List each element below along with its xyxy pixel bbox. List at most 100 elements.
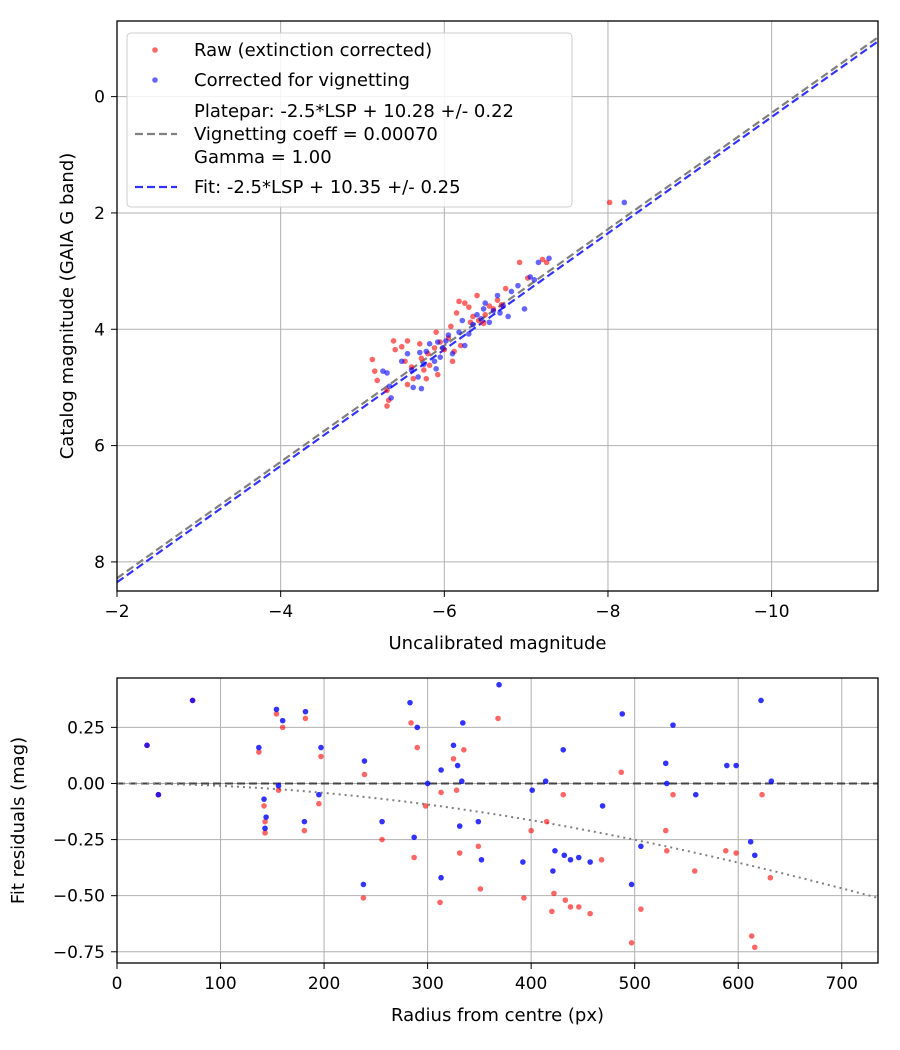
bottom-raw-point (475, 843, 482, 850)
top-x-tick-label: −4 (268, 602, 293, 622)
bottom-raw-point (495, 715, 501, 722)
top-corrected-point (531, 277, 538, 283)
top-x-tick-label: −8 (595, 602, 620, 622)
bottom-corrected-point (529, 787, 535, 794)
top-raw-point (449, 358, 456, 365)
top-raw-point (539, 256, 546, 263)
bottom-corrected-point (261, 796, 267, 802)
bottom-raw-point (551, 890, 557, 897)
bottom-x-ticks: 0 100 200 300 400 500 600 700 (112, 963, 858, 994)
bottom-corrected-point (279, 717, 286, 724)
top-corrected-point (527, 274, 534, 280)
top-y-axis-label: Catalog magnitude (GAIA G band) (57, 153, 78, 460)
top-raw-point (502, 285, 509, 292)
legend-platepar-line-3: Gamma = 1.00 (194, 147, 332, 168)
bottom-corrected-point (747, 839, 754, 845)
bottom-raw-point (302, 715, 309, 722)
bottom-corrected-point (318, 744, 324, 751)
top-raw-point (457, 342, 464, 349)
top-x-tick-label: −2 (104, 602, 129, 622)
top-corrected-point (386, 383, 393, 390)
bottom-raw-point (767, 874, 774, 881)
top-raw-point (456, 298, 462, 305)
top-corrected-point (421, 361, 427, 367)
top-corrected-point (546, 255, 552, 262)
bottom-corrected-point (454, 762, 461, 769)
top-corrected-point (449, 350, 456, 357)
top-corrected-point (388, 395, 394, 401)
bottom-raw-point (262, 830, 268, 836)
top-raw-point (371, 368, 378, 374)
bottom-corrected-point (628, 881, 635, 888)
bottom-x-tick-label: 500 (618, 974, 650, 994)
top-corrected-point (416, 349, 423, 356)
top-corrected-point (478, 315, 484, 322)
bottom-raw-points (144, 697, 774, 951)
top-y-ticks: 0 2 4 6 8 (94, 88, 117, 573)
top-x-ticks: −2 −4 −6 −8 −10 (104, 591, 790, 622)
top-raw-point (404, 381, 411, 388)
legend-corrected-marker (152, 77, 158, 83)
bottom-y-tick-label: −0.25 (53, 831, 105, 851)
top-raw-point (482, 311, 489, 318)
top-raw-point (404, 338, 411, 344)
top-corrected-point (437, 354, 444, 360)
bottom-corrected-point (189, 697, 196, 704)
bottom-raw-point (316, 800, 322, 807)
bottom-y-tick-label: 0.25 (67, 718, 105, 738)
top-raw-point (453, 310, 460, 316)
bottom-raw-point (549, 908, 555, 915)
top-raw-point (423, 375, 430, 382)
top-raw-point (480, 320, 487, 327)
bottom-corrected-point (456, 823, 463, 829)
bottom-x-tick-label: 300 (411, 974, 443, 994)
bottom-raw-point (560, 791, 567, 798)
top-y-tick-label: 6 (94, 437, 105, 457)
top-corrected-point (439, 345, 446, 351)
bottom-corrected-point (301, 818, 308, 825)
bottom-corrected-point (768, 778, 775, 785)
bottom-raw-point (759, 791, 765, 798)
bottom-raw-point (262, 818, 268, 825)
bottom-raw-point (422, 803, 429, 809)
bottom-corrected-point (460, 720, 466, 726)
bottom-corrected-point (724, 762, 730, 769)
bottom-raw-point (638, 906, 644, 912)
bottom-corrected-point (751, 852, 758, 859)
bottom-corrected-point (575, 854, 582, 861)
bottom-corrected-point (587, 859, 593, 865)
bottom-raw-point (450, 755, 457, 762)
top-corrected-point (410, 384, 417, 391)
top-raw-point (369, 356, 376, 363)
top-corrected-point (482, 300, 489, 306)
bottom-raw-point (543, 818, 550, 825)
bottom-plot-frame (116, 677, 879, 964)
top-corrected-point (494, 292, 501, 299)
bottom-corrected-point (273, 706, 280, 713)
bottom-corrected-point (458, 778, 465, 785)
bottom-raw-point (670, 791, 676, 798)
top-corrected-point (426, 341, 433, 347)
bottom-corrected-point (552, 847, 558, 854)
bottom-raw-point (273, 711, 280, 717)
top-corrected-point (515, 282, 521, 289)
top-corrected-point (486, 319, 493, 326)
top-corrected-point (461, 342, 468, 349)
bottom-corrected-point (360, 881, 367, 888)
bottom-x-tick-label: 700 (826, 974, 858, 994)
bottom-y-ticks: 0.25 0.00 −0.25 −0.50 −0.75 (53, 718, 117, 963)
bottom-corrected-point (662, 760, 669, 767)
bottom-raw-point (411, 854, 417, 861)
bottom-x-axis-label: Radius from centre (px) (391, 1005, 604, 1026)
top-corrected-point (434, 339, 441, 345)
top-y-tick-label: 4 (94, 320, 105, 340)
top-y-tick-label: 0 (94, 88, 105, 108)
bottom-corrected-point (561, 852, 568, 859)
bottom-raw-point (748, 933, 755, 939)
top-corrected-point (404, 350, 411, 357)
top-corrected-point (459, 317, 466, 324)
bottom-raw-point (733, 850, 739, 856)
top-raw-point (384, 403, 390, 409)
top-plot-frame (116, 20, 879, 592)
